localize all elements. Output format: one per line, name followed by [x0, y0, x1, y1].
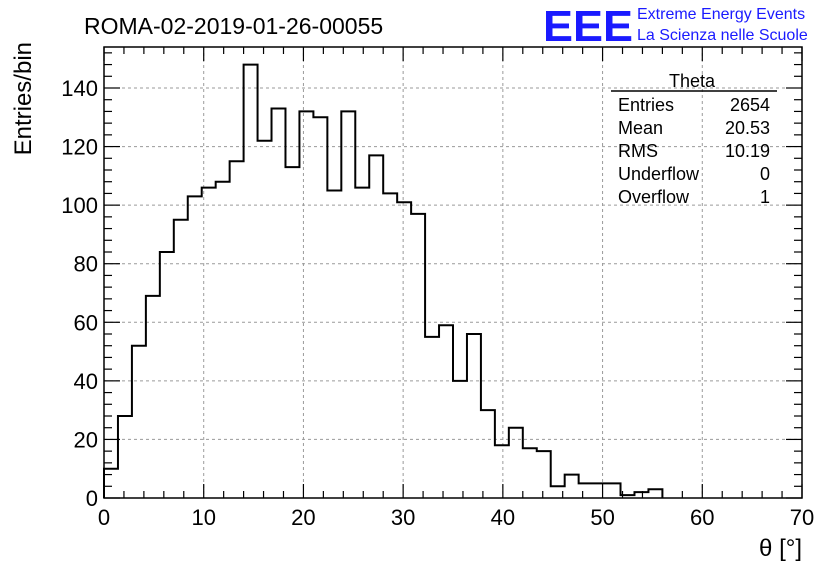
stats-box-rows: Entries 2654 Mean 20.53 RMS 10.19 Underflow 0 Ov…: [618, 95, 770, 207]
eee-logo: EEE Extreme Energy Events La Scienza nel…: [543, 2, 808, 51]
histogram-outline: [103, 63, 664, 498]
stats-box: Theta Entries 2654 Mean 20.53 RMS 10.19 Underf…: [611, 71, 777, 207]
x-tick-label: 0: [98, 505, 110, 530]
stats-row-label: Mean: [618, 118, 663, 138]
stats-row-value: 20.53: [725, 118, 770, 138]
x-tick-label: 20: [291, 505, 315, 530]
y-tick-labels: 0 20 40 60 80 100 120 140: [61, 76, 98, 511]
x-tick-labels: 0 10 20 30 40 50 60 70: [98, 505, 814, 530]
eee-logo-line1: Extreme Energy Events: [637, 6, 805, 23]
y-axis-label: Entries/bin: [10, 42, 37, 155]
x-tick-label: 60: [690, 505, 714, 530]
plot-frame: [103, 46, 803, 499]
axis-ticks: [103, 47, 803, 499]
stats-box-title: Theta: [669, 71, 716, 91]
x-tick-label: 30: [391, 505, 415, 530]
stats-row-value: 10.19: [725, 141, 770, 161]
y-tick-label: 0: [86, 486, 98, 511]
y-tick-label: 120: [61, 135, 98, 160]
stats-row-value: 1: [760, 187, 770, 207]
stats-row-value: 0: [760, 164, 770, 184]
y-tick-label: 140: [61, 76, 98, 101]
stats-row-label: Entries: [618, 95, 674, 115]
y-tick-label: 80: [74, 252, 98, 277]
y-tick-label: 40: [74, 369, 98, 394]
x-tick-label: 70: [790, 505, 814, 530]
x-tick-label: 40: [491, 505, 515, 530]
stats-row-label: RMS: [618, 141, 658, 161]
stats-row-value: 2654: [730, 95, 770, 115]
stats-row-label: Underflow: [618, 164, 700, 184]
grid-lines: [104, 47, 802, 498]
x-tick-label: 50: [590, 505, 614, 530]
y-tick-label: 100: [61, 193, 98, 218]
eee-logo-letters: EEE: [543, 2, 633, 51]
stats-row-label: Overflow: [618, 187, 690, 207]
eee-logo-line2: La Scienza nelle Scuole: [637, 27, 808, 44]
chart-title: ROMA-02-2019-01-26-00055: [84, 13, 383, 39]
y-tick-label: 20: [74, 427, 98, 452]
y-tick-label: 60: [74, 310, 98, 335]
x-tick-label: 10: [191, 505, 215, 530]
x-axis-label: θ [°]: [759, 535, 802, 562]
